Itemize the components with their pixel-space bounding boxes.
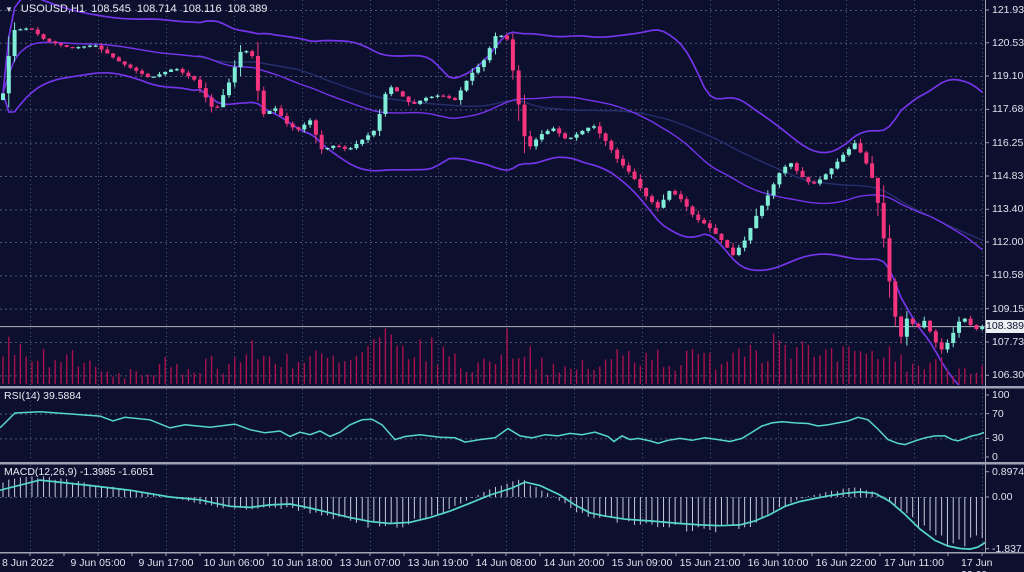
macd-main-value: -1.3985 — [79, 466, 116, 478]
time-axis-label: 9 Jun 17:00 — [138, 557, 194, 569]
macd-signal-value: -1.6051 — [118, 466, 155, 478]
price-axis-label: 119.105 — [992, 70, 1024, 83]
price-axis-label: 107.730 — [992, 335, 1024, 348]
price-axis-label: 109.155 — [992, 302, 1024, 315]
time-axis-label: 17 Jun 23:00 — [961, 557, 993, 572]
time-axis-label: 8 Jun 2022 — [2, 557, 54, 569]
time-axis-label: 9 Jun 05:00 — [70, 557, 126, 569]
rsi-name: RSI(14) — [4, 390, 41, 402]
symbol-label: USOUSD,H1 — [20, 3, 86, 15]
ohlc-open: 108.545 — [91, 3, 131, 15]
price-axis-label: 120.530 — [992, 36, 1024, 49]
chart-title: ▼ USOUSD,H1 108.545 108.714 108.116 108.… — [5, 3, 267, 15]
price-axis-label: 110.580 — [992, 269, 1024, 282]
time-axis-label: 15 Jun 21:00 — [679, 557, 741, 569]
price-axis-label: 116.255 — [992, 136, 1024, 149]
ohlc-low: 108.116 — [182, 3, 222, 15]
time-axis-label: 14 Jun 08:00 — [475, 557, 537, 569]
time-axis-label: 13 Jun 19:00 — [407, 557, 469, 569]
ohlc-close: 108.389 — [227, 3, 268, 15]
time-axis-label: 13 Jun 07:00 — [339, 557, 401, 569]
price-axis-label: 117.680 — [992, 103, 1024, 116]
time-axis-label: 14 Jun 20:00 — [543, 557, 605, 569]
time-axis-label: 16 Jun 22:00 — [815, 557, 877, 569]
rsi-axis-label: 100 — [992, 389, 1010, 401]
time-axis-label: 10 Jun 18:00 — [271, 557, 333, 569]
macd-indicator-label: MACD(12,26,9) -1.3985 -1.6051 — [4, 466, 154, 478]
symbol-dropdown-icon[interactable]: ▼ — [5, 4, 13, 14]
rsi-current-value: 39.5884 — [43, 390, 82, 402]
price-axis-label: 114.830 — [992, 169, 1024, 182]
rsi-axis-label: 0 — [992, 451, 998, 463]
price-axis-label: 121.930 — [992, 4, 1024, 16]
price-axis-label: 113.405 — [992, 203, 1024, 216]
rsi-axis-label: 30 — [992, 432, 1004, 445]
price-axis-label: 112.005 — [992, 236, 1024, 249]
rsi-indicator-label: RSI(14) 39.5884 — [4, 390, 81, 402]
time-axis-label: 17 Jun 11:00 — [884, 557, 944, 569]
macd-axis-label: -1.837 — [992, 542, 1022, 555]
macd-name: MACD(12,26,9) — [4, 466, 77, 478]
price-axis-label: 106.305 — [992, 369, 1024, 382]
rsi-axis-label: 70 — [992, 407, 1004, 420]
ohlc-high: 108.714 — [136, 3, 177, 15]
time-axis-label: 16 Jun 10:00 — [747, 557, 809, 569]
time-axis-label: 15 Jun 09:00 — [611, 557, 673, 569]
macd-axis-label: 0.8974 — [992, 465, 1024, 478]
time-axis-label: 10 Jun 06:00 — [203, 557, 265, 569]
current-price-tag: 108.389 — [986, 320, 1024, 334]
macd-axis-label: 0.00 — [992, 491, 1013, 503]
